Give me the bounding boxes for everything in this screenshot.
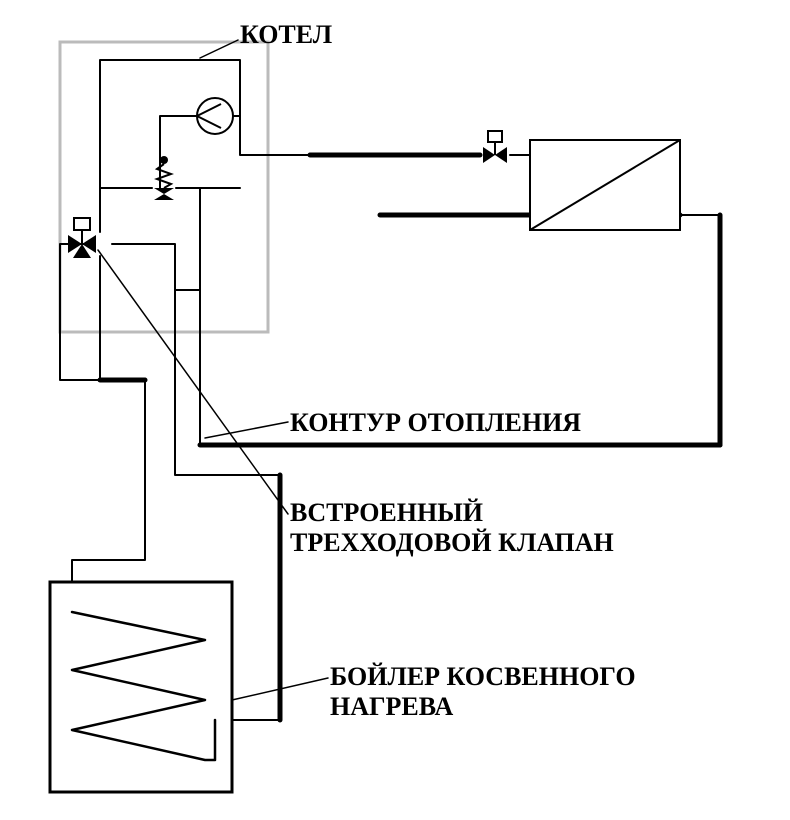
label-indirect-heater: БОЙЛЕР КОСВЕННОГОНАГРЕВА [330,662,636,722]
label-three-way-valve: ВСТРОЕННЫЙТРЕХХОДОВОЙ КЛАПАН [290,498,614,558]
label-heating-circuit: КОНТУР ОТОПЛЕНИЯ [290,408,581,438]
label-boiler: КОТЕЛ [240,20,332,50]
